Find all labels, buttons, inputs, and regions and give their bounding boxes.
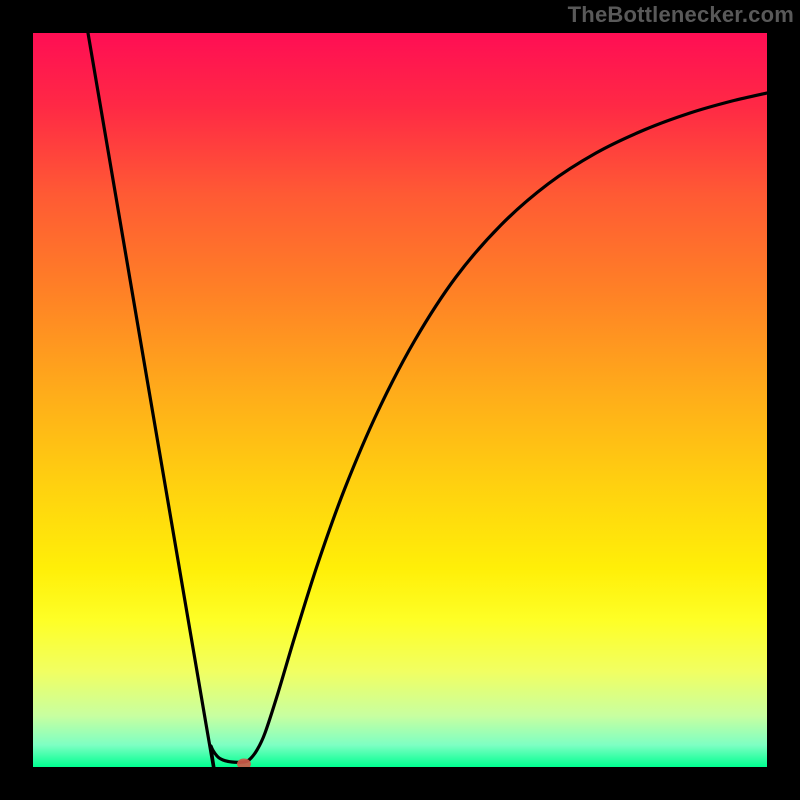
chart-plot-area bbox=[33, 33, 767, 767]
gradient-background bbox=[33, 33, 767, 767]
watermark-text: TheBottlenecker.com bbox=[568, 2, 794, 28]
chart-svg bbox=[33, 33, 767, 767]
